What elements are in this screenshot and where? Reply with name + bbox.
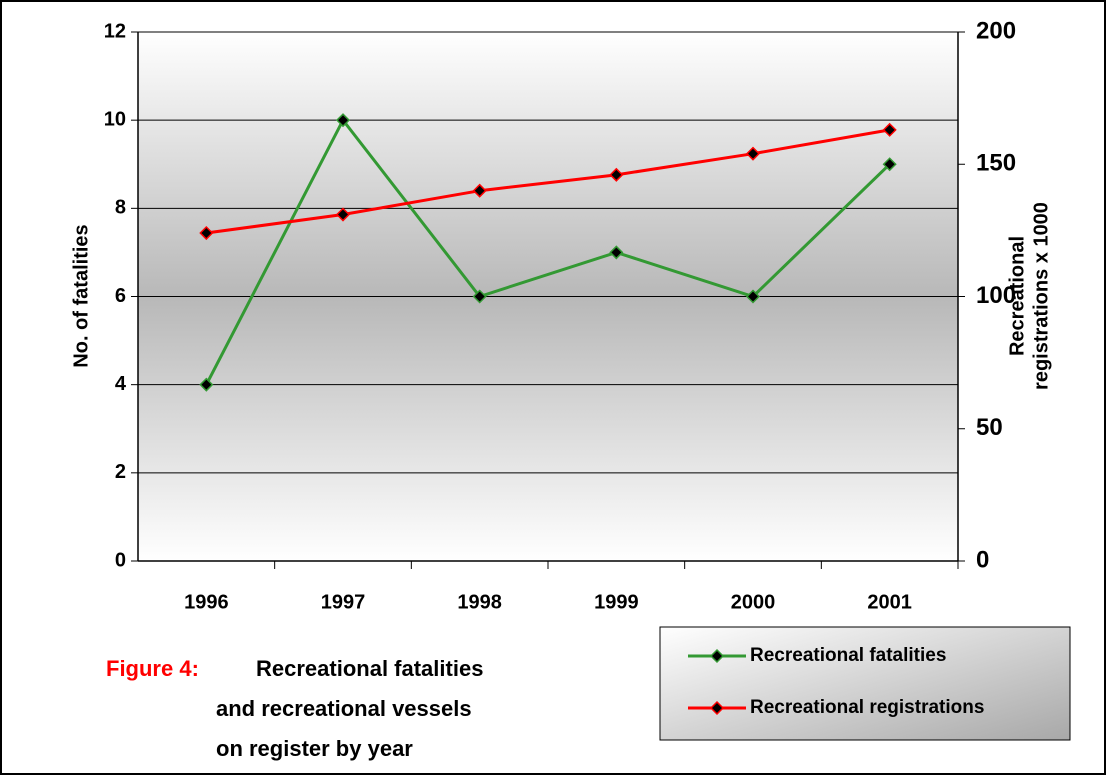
marker xyxy=(199,377,214,392)
y2-tick-label: 200 xyxy=(976,17,1016,44)
y2-tick-label: 100 xyxy=(976,282,1016,309)
x-tick-label: 1996 xyxy=(184,591,229,613)
legend-marker xyxy=(709,648,725,664)
marker xyxy=(745,289,761,304)
series-line xyxy=(206,128,890,235)
series-line xyxy=(205,117,891,386)
legend-box xyxy=(659,626,1071,741)
y2-tick-label: 50 xyxy=(976,414,1003,441)
marker xyxy=(609,167,624,182)
x-tick-label: 1998 xyxy=(457,591,502,613)
marker xyxy=(882,157,897,172)
y-axis-label: No. of fatalities xyxy=(70,224,92,367)
x-tick-label: 1999 xyxy=(594,591,639,613)
marker xyxy=(745,146,761,161)
y-tick-label: 12 xyxy=(104,20,126,42)
caption: and recreational vessels xyxy=(216,696,472,721)
marker xyxy=(472,289,487,304)
marker xyxy=(882,122,897,137)
x-tick-label: 2001 xyxy=(867,591,912,613)
y-tick-label: 10 xyxy=(104,108,126,130)
caption-label: Figure 4: xyxy=(106,656,199,681)
x-tick-label: 2000 xyxy=(731,591,776,613)
marker xyxy=(609,245,624,260)
y2-axis-label: registrations x 1000 xyxy=(1030,202,1052,390)
y-tick-label: 8 xyxy=(115,197,126,219)
legend-label: Recreational fatalities xyxy=(750,645,946,666)
legend-label: Recreational registrations xyxy=(750,697,984,718)
y-tick-label: 2 xyxy=(115,461,126,483)
y-tick-label: 6 xyxy=(115,285,126,307)
caption: Recreational fatalities xyxy=(256,656,483,681)
legend-marker xyxy=(709,700,725,716)
x-tick-label: 1997 xyxy=(321,591,366,613)
y2-tick-label: 0 xyxy=(976,546,989,573)
y2-axis-label: Recreational xyxy=(1006,236,1028,356)
marker xyxy=(472,183,487,198)
marker xyxy=(335,207,351,222)
y2-tick-label: 150 xyxy=(976,150,1016,177)
marker xyxy=(335,113,351,128)
y-tick-label: 0 xyxy=(115,549,126,571)
marker xyxy=(199,225,214,241)
y-tick-label: 4 xyxy=(115,373,127,395)
caption: on register by year xyxy=(216,736,413,761)
